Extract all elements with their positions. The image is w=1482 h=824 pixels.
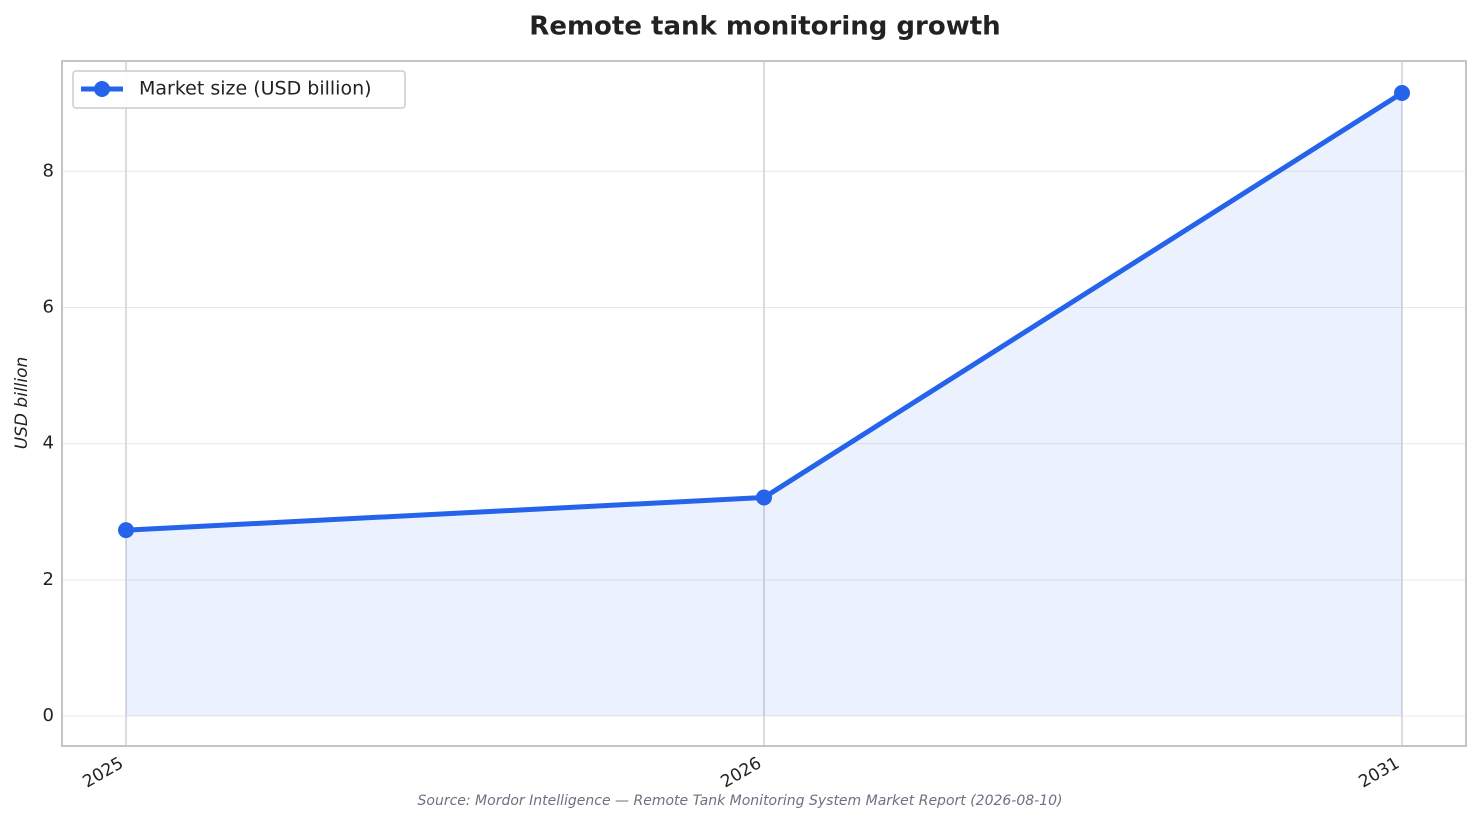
y-tick-label: 8 (43, 160, 54, 181)
y-axis-label: USD billion (12, 357, 32, 450)
legend-marker (94, 81, 110, 97)
legend-label: Market size (USD billion) (139, 78, 372, 100)
legend-box (72, 70, 406, 109)
x-tick-label: 2026 (718, 753, 765, 792)
area (126, 93, 1402, 717)
y-tick-label: 0 (43, 705, 54, 726)
source-note: Source: Mordor Intelligence — Remote Tan… (418, 793, 1063, 809)
x-tick-label: 2031 (1356, 753, 1403, 792)
point (1394, 85, 1410, 102)
y-tick-label: 4 (43, 433, 54, 454)
point (756, 489, 772, 506)
x-tick-label: 2025 (80, 753, 127, 792)
y-tick-label: 2 (43, 569, 54, 590)
legend: Market size (USD billion) (72, 70, 406, 109)
point (118, 522, 134, 539)
y-tick-label: 6 (43, 296, 54, 317)
chart-title: Remote tank monitoring growth (529, 12, 1000, 42)
plot-frame (61, 60, 1467, 747)
